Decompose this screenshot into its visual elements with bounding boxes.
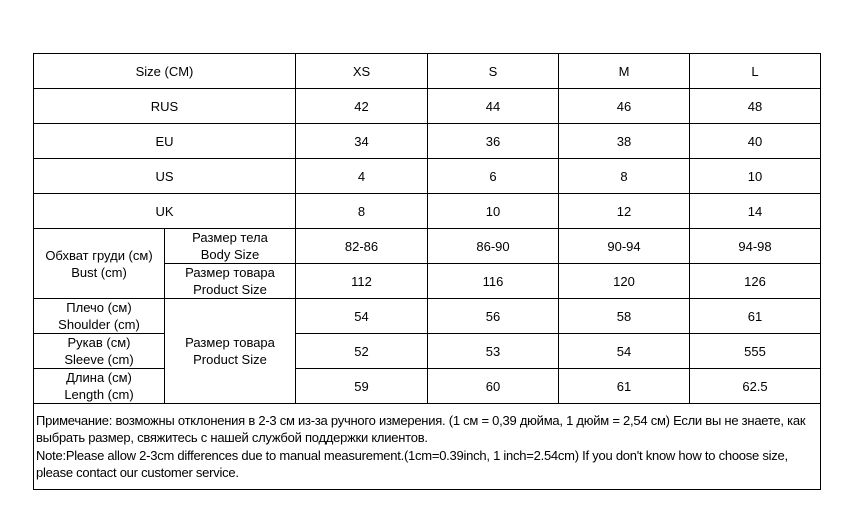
- cell: 34: [295, 123, 428, 159]
- bust-label-en: Bust (cm): [71, 264, 127, 280]
- bust-label-ru: Обхват груди (см): [45, 247, 153, 263]
- cell: 40: [689, 123, 821, 159]
- cell: 42: [295, 88, 428, 124]
- product-size-group-label: Размер товара Product Size: [164, 298, 296, 404]
- cell: 82-86: [295, 228, 428, 264]
- table-row: UK 8 10 12 14: [33, 193, 821, 229]
- table-row: EU 34 36 38 40: [33, 123, 821, 159]
- row-label: RUS: [33, 88, 296, 124]
- cell: 59: [295, 368, 428, 404]
- table-row: Обхват груди (см) Bust (cm) Размер тела …: [33, 228, 821, 299]
- shoulder-ru: Плечо (см): [66, 300, 132, 315]
- sleeve-label: Рукав (см) Sleeve (cm): [33, 333, 165, 369]
- header-size-xs: XS: [295, 53, 428, 89]
- cell: 126: [689, 263, 821, 299]
- table-row: Длина (см) Length (cm) 59 60 61 62.5: [33, 368, 821, 404]
- note-en: Note:Please allow 2-3cm differences due …: [36, 447, 788, 481]
- cell: 90-94: [558, 228, 690, 264]
- table-row: Рукав (см) Sleeve (cm) 52 53 54 555: [33, 333, 821, 369]
- sleeve-en: Sleeve (cm): [64, 352, 134, 367]
- length-en: Length (cm): [64, 387, 134, 402]
- note: Примечание: возможны отклонения в 2-3 см…: [33, 403, 821, 490]
- row-label: UK: [33, 193, 296, 229]
- cell: 61: [689, 298, 821, 334]
- product-size-ru: Размер товара: [185, 265, 275, 280]
- header-size-m: M: [558, 53, 690, 89]
- cell: 112: [295, 263, 428, 299]
- cell: 116: [427, 263, 559, 299]
- table-row: US 4 6 8 10: [33, 158, 821, 194]
- table-row: RUS 42 44 46 48: [33, 88, 821, 124]
- sleeve-ru: Рукав (см): [67, 335, 131, 350]
- cell: 58: [558, 298, 690, 334]
- cell: 44: [427, 88, 559, 124]
- table-row: Размер товара Product Size 112 116 120 1…: [34, 263, 821, 299]
- cell: 86-90: [427, 228, 559, 264]
- body-size-label: Размер тела Body Size: [164, 228, 296, 264]
- row-label: US: [33, 158, 296, 194]
- note-ru: Примечание: возможны отклонения в 2-3 см…: [36, 412, 806, 446]
- cell: 12: [558, 193, 690, 229]
- cell: 8: [558, 158, 690, 194]
- length-label: Длина (см) Length (cm): [33, 368, 165, 404]
- cell: 10: [689, 158, 821, 194]
- table-row: Плечо (см) Shoulder (cm) Размер товара P…: [33, 298, 821, 404]
- length-ru: Длина (см): [66, 370, 132, 385]
- header-row: Size (CM) XS S M L: [33, 53, 821, 89]
- bust-label: Обхват груди (см) Bust (cm): [33, 228, 165, 299]
- header-size-s: S: [427, 53, 559, 89]
- cell: 8: [295, 193, 428, 229]
- product-size-label: Размер товара Product Size: [164, 263, 296, 299]
- cell: 10: [427, 193, 559, 229]
- cell: 52: [295, 333, 428, 369]
- shoulder-label: Плечо (см) Shoulder (cm): [33, 298, 165, 334]
- cell: 46: [558, 88, 690, 124]
- cell: 120: [558, 263, 690, 299]
- product-group-ru: Размер товара: [185, 335, 275, 350]
- shoulder-en: Shoulder (cm): [58, 317, 140, 332]
- header-size-l: L: [689, 53, 821, 89]
- note-row: Примечание: возможны отклонения в 2-3 см…: [33, 403, 821, 490]
- cell: 53: [427, 333, 559, 369]
- cell: 48: [689, 88, 821, 124]
- cell: 54: [295, 298, 428, 334]
- header-size-label: Size (CM): [33, 53, 296, 89]
- body-size-en: Body Size: [200, 247, 260, 262]
- cell: 14: [689, 193, 821, 229]
- cell: 60: [427, 368, 559, 404]
- cell: 38: [558, 123, 690, 159]
- row-label: EU: [33, 123, 296, 159]
- cell: 4: [295, 158, 428, 194]
- size-chart-table: Size (CM) XS S M L RUS 42 44 46 48 EU 34…: [33, 53, 821, 490]
- product-size-en: Product Size: [193, 282, 267, 297]
- cell: 54: [558, 333, 690, 369]
- cell: 6: [427, 158, 559, 194]
- product-group-en: Product Size: [193, 352, 267, 367]
- cell: 94-98: [689, 228, 821, 264]
- cell: 56: [427, 298, 559, 334]
- body-size-ru: Размер тела: [192, 230, 268, 245]
- cell: 62.5: [689, 368, 821, 404]
- cell: 36: [427, 123, 559, 159]
- cell: 555: [689, 333, 821, 369]
- cell: 61: [558, 368, 690, 404]
